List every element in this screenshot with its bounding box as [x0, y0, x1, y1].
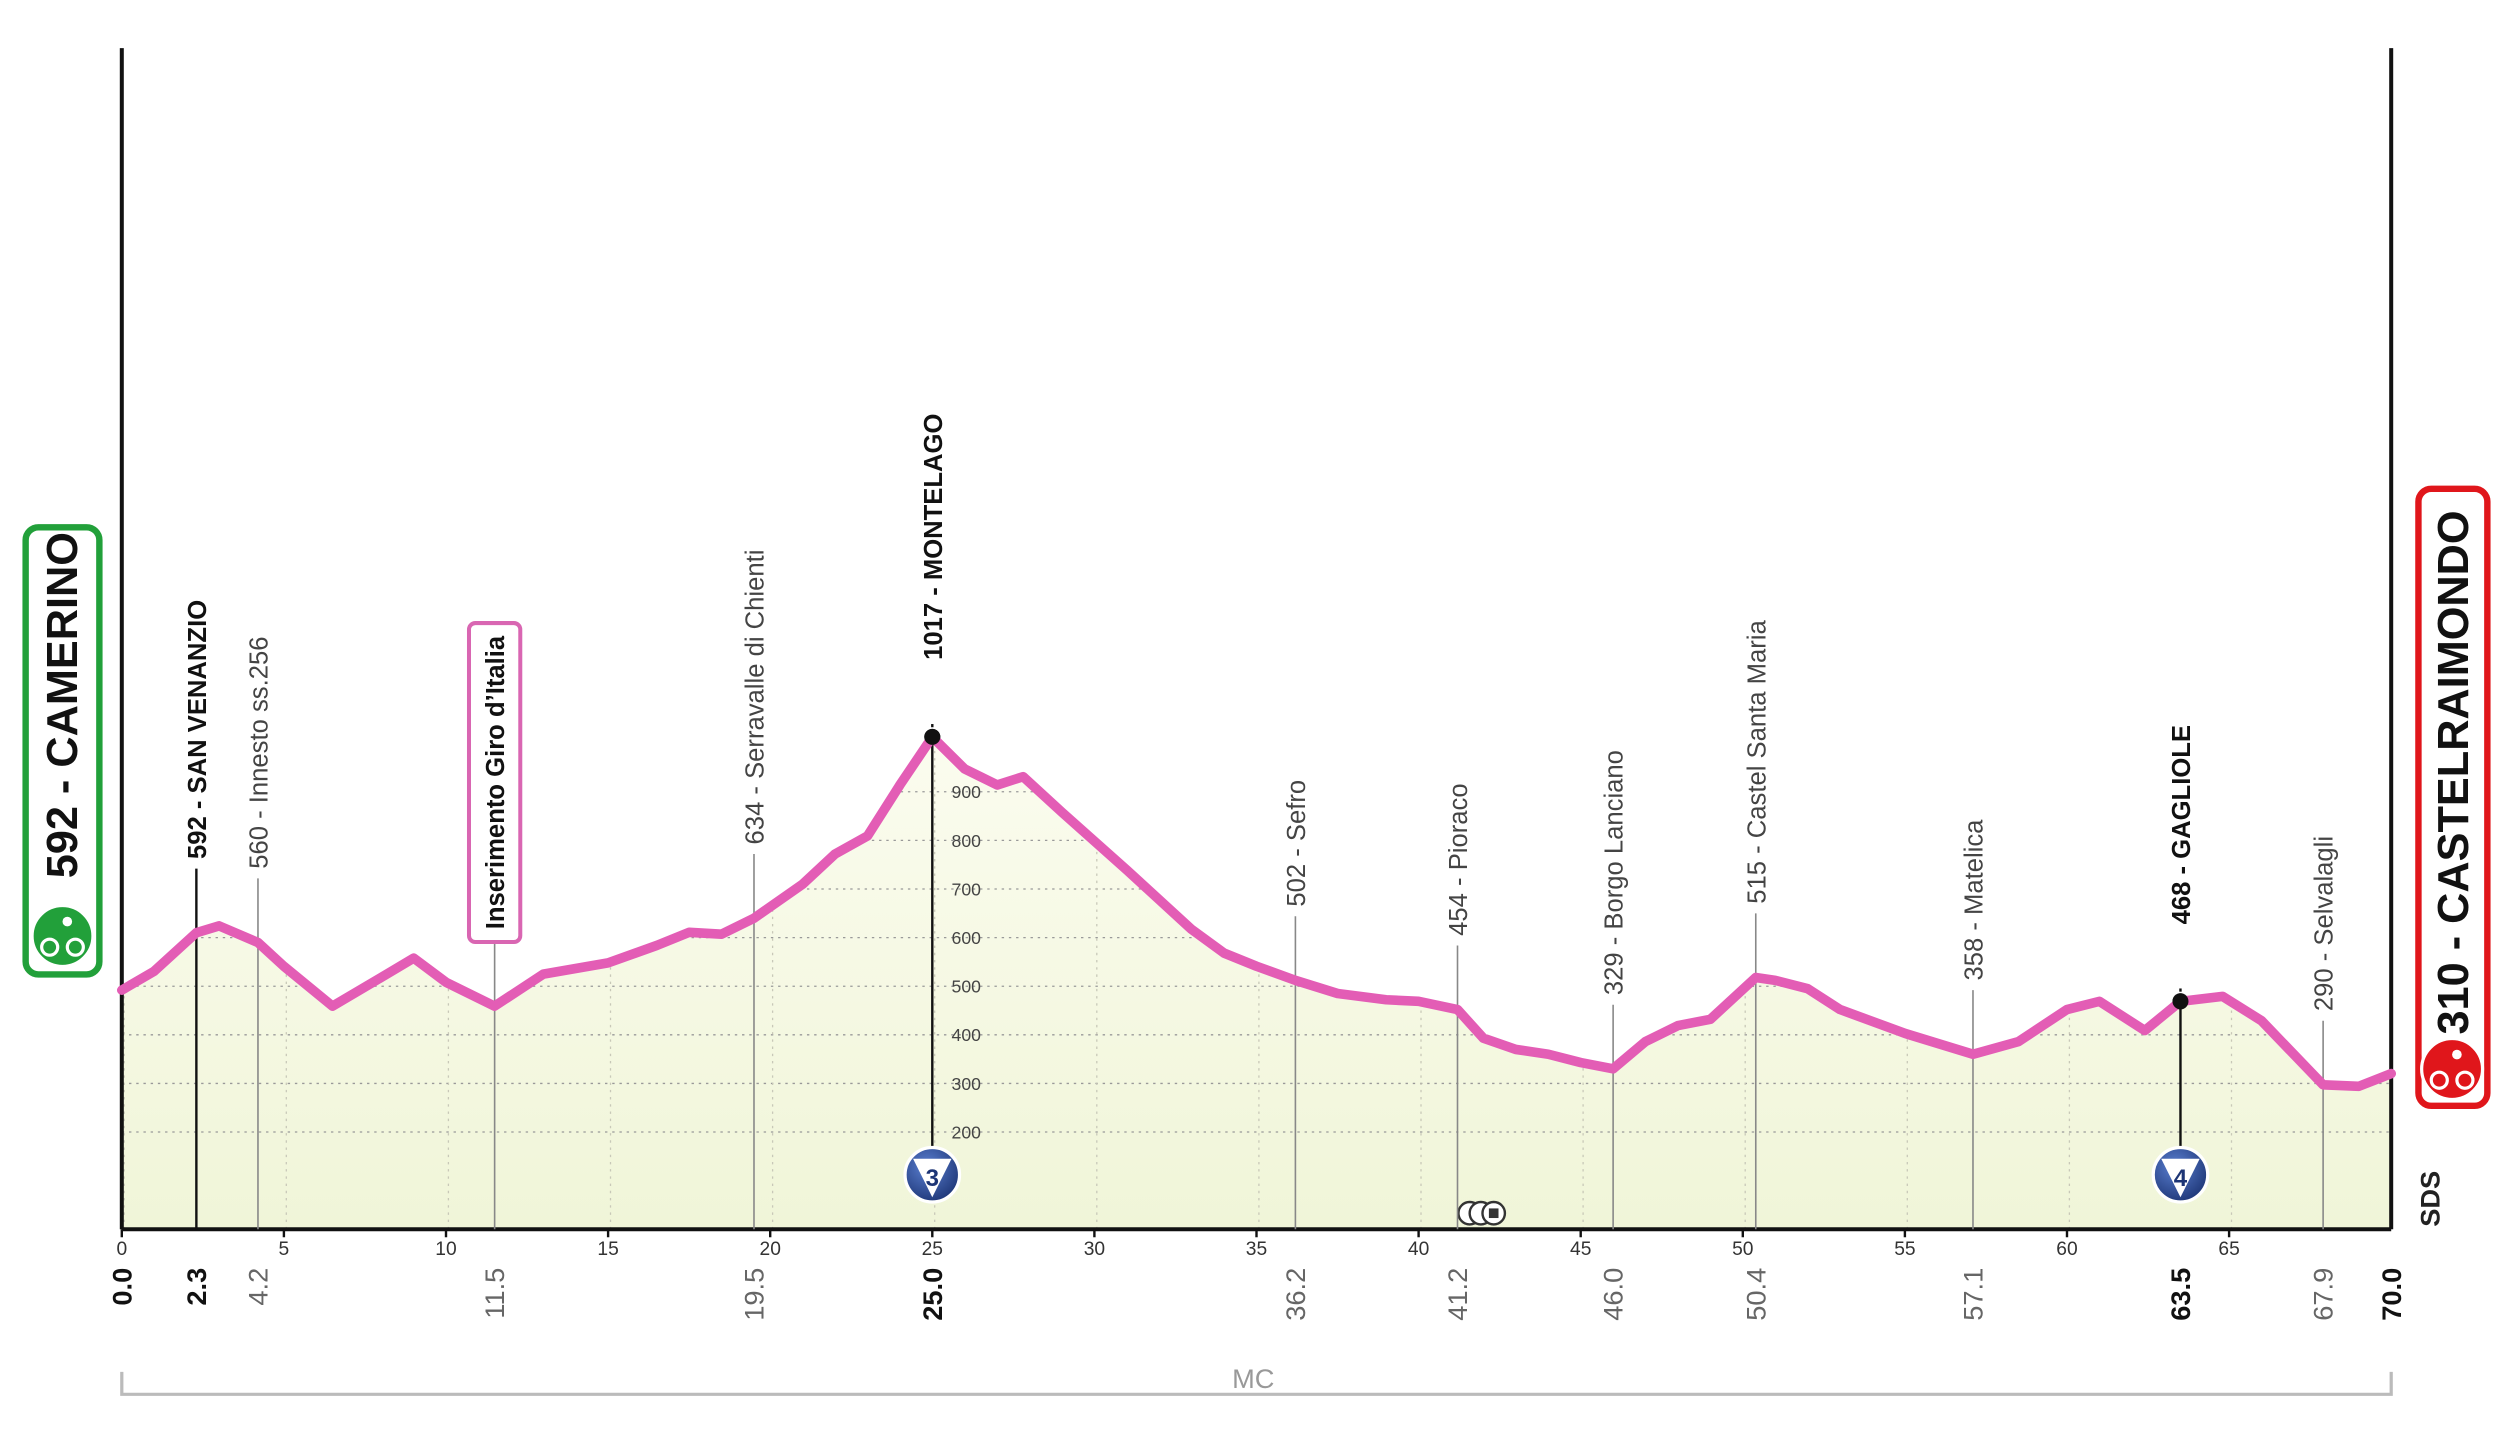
x-tick-label: 45	[1570, 1239, 1591, 1260]
km-label: 25.0	[917, 1268, 948, 1321]
waypoint-label: 1017 - MONTELAGO	[920, 414, 948, 660]
climb-summit-top	[924, 728, 941, 745]
start-icon-wheel	[40, 937, 60, 957]
waypoint-label: 290 - Selvalagli	[2311, 836, 2339, 1011]
km-label: 46.0	[1598, 1268, 1629, 1321]
y-tick-label: 500	[952, 977, 982, 997]
waypoint-box	[466, 621, 523, 945]
logo: SDS	[2414, 1171, 2445, 1227]
finish-icon	[2420, 1036, 2485, 1102]
x-tick-label: 0	[116, 1239, 127, 1260]
start-icon	[30, 903, 95, 969]
km-label: 2.3	[181, 1268, 212, 1306]
waypoint-label: 358 - Matelica	[1961, 819, 1989, 981]
start-icon-head	[62, 916, 73, 927]
profile-line	[116, 732, 2397, 1092]
finish-icon-wheel	[2455, 1070, 2475, 1090]
y-tick-label: 200	[952, 1122, 982, 1142]
climb-category: 4	[2174, 1165, 2188, 1192]
x-tick-label: 25	[922, 1239, 943, 1260]
finish-label: 310 - CASTELRAIMONDO	[2430, 510, 2478, 1034]
y-tick-label: 700	[952, 879, 982, 899]
x-tick-label: 15	[597, 1239, 618, 1260]
start-box: 592 - CAMERINO	[22, 524, 103, 978]
climb-category: 3	[926, 1165, 939, 1192]
km-label: 36.2	[1280, 1268, 1311, 1321]
start-frame	[22, 524, 103, 978]
x-tick-label: 20	[760, 1239, 781, 1260]
waypoint-label: 560 - Innesto ss.256	[246, 637, 274, 869]
x-tick-label: 60	[2056, 1239, 2077, 1260]
y-tick-label: 800	[952, 831, 982, 851]
segment-label: MC	[1232, 1363, 1274, 1394]
area-layer: 200 300 400 500 600 700 800 900	[121, 736, 2392, 1230]
climb-summit-top	[2172, 993, 2189, 1010]
start-icon-wheel	[65, 937, 85, 957]
finish-frame	[2415, 485, 2491, 1110]
km-label: 0.0	[106, 1268, 137, 1306]
finish-box: 310 - CASTELRAIMONDO	[2415, 485, 2491, 1110]
climb-icon-triangle	[2161, 1158, 2200, 1198]
km-label: 50.4	[1740, 1268, 1771, 1321]
waypoint-label: Inserimento Giro d’Italia	[482, 635, 510, 929]
start-label: 592 - CAMERINO	[39, 532, 87, 878]
finish-icon-wheel	[2429, 1070, 2449, 1090]
finish-icon-head	[2452, 1049, 2462, 1060]
climb-icon-triangle	[913, 1158, 952, 1198]
km-label: 41.2	[1442, 1268, 1473, 1321]
km-label: 63.5	[2165, 1268, 2196, 1321]
x-tick-label: 55	[1894, 1239, 1915, 1260]
waypoint-label: 454 - Pioraco	[1445, 783, 1473, 935]
km-label: 70.0	[2376, 1268, 2407, 1321]
segment-bracket	[120, 1371, 2393, 1396]
y-tick-label: 900	[952, 782, 982, 802]
x-tick-label: 40	[1408, 1239, 1429, 1260]
y-tick-label: 600	[952, 928, 982, 948]
waypoint-label: 592 - SAN VENANZIO	[184, 600, 212, 859]
km-label: 19.5	[739, 1268, 770, 1321]
waypoint-label: 515 - Castel Santa Maria	[1743, 620, 1771, 904]
km-label: 57.1	[1958, 1268, 1989, 1321]
km-label: 11.5	[479, 1268, 510, 1319]
x-tick-label: 30	[1084, 1239, 1105, 1260]
x-tick-label: 35	[1246, 1239, 1267, 1260]
waypoint-label: 634 - Serravalle di Chienti	[742, 550, 770, 845]
y-tick-label: 300	[952, 1074, 982, 1094]
km-label: 67.9	[2308, 1268, 2339, 1321]
waypoint-label: 329 - Borgo Lanciano	[1601, 750, 1629, 995]
x-tick-label: 5	[279, 1239, 290, 1260]
x-tick-label: 65	[2218, 1239, 2239, 1260]
km-label: 4.2	[243, 1268, 274, 1306]
tunnel-icons	[1457, 1200, 1507, 1226]
profile-area	[121, 736, 2392, 1230]
x-tick-label: 10	[435, 1239, 456, 1260]
x-tick-label: 50	[1732, 1239, 1753, 1260]
waypoint-label: 502 - Sefro	[1283, 780, 1311, 907]
waypoint-label: 468 - GAGLIOLE	[2168, 725, 2196, 924]
y-tick-label: 400	[952, 1025, 982, 1045]
tunnel-icon-door	[1488, 1208, 1499, 1219]
